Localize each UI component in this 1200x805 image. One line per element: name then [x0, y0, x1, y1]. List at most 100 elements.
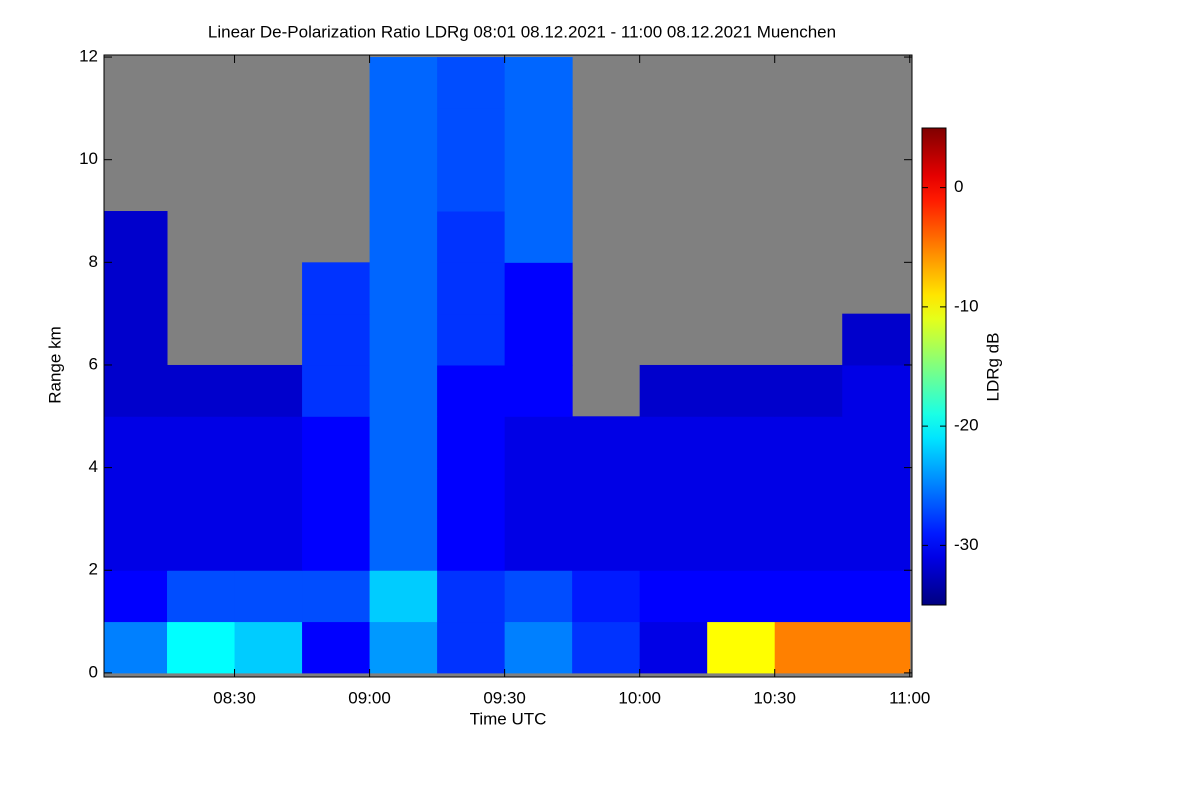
y-tick-label: 6	[89, 354, 98, 373]
heatmap-cell	[369, 313, 438, 366]
heatmap-cell	[234, 621, 303, 674]
heatmap-cell	[167, 416, 236, 469]
heatmap-cell	[639, 518, 708, 571]
heatmap-cell	[504, 621, 573, 674]
y-tick-label: 12	[79, 47, 98, 66]
heatmap-cell	[842, 467, 911, 520]
x-tick-label: 09:00	[348, 688, 391, 707]
heatmap-cell	[504, 518, 573, 571]
heatmap-cell	[104, 364, 168, 417]
heatmap-cell	[774, 621, 843, 674]
heatmap-cell	[369, 570, 438, 623]
colorbar-tick-label: -30	[954, 535, 979, 554]
heatmap-cell	[369, 364, 438, 417]
heatmap-cell	[504, 313, 573, 366]
colorbar-label: LDRg dB	[983, 333, 1002, 402]
heatmap-cell	[369, 467, 438, 520]
heatmap-cell	[437, 211, 506, 263]
heatmap-cell	[437, 518, 506, 571]
heatmap-cell	[774, 570, 843, 623]
y-tick-label: 0	[89, 662, 98, 681]
heatmap-cell	[302, 364, 371, 417]
heatmap-cell	[369, 108, 438, 161]
heatmap-cell	[437, 57, 506, 109]
heatmap-cell	[369, 621, 438, 674]
y-tick-label: 10	[79, 149, 98, 168]
heatmap-cell	[639, 416, 708, 469]
colorbar-tick-label: 0	[954, 177, 963, 196]
heatmap-cell	[234, 518, 303, 571]
heatmap-cell	[437, 262, 506, 315]
heatmap-cell	[504, 108, 573, 161]
heatmap-cell	[167, 467, 236, 520]
x-tick-label: 10:30	[753, 688, 796, 707]
heatmap-cell	[437, 467, 506, 520]
x-tick-label: 08:30	[213, 688, 256, 707]
chart-title: Linear De-Polarization Ratio LDRg 08:01 …	[208, 22, 836, 41]
heatmap-cell	[302, 467, 371, 520]
colorbar-tick-label: -20	[954, 416, 979, 435]
heatmap-cell	[774, 364, 843, 417]
heatmap-cell	[167, 621, 236, 674]
heatmap-cell	[302, 416, 371, 469]
heatmap-cell	[369, 518, 438, 571]
heatmap-cell	[369, 262, 438, 315]
heatmap-cell	[437, 621, 506, 674]
x-axis-label: Time UTC	[470, 709, 547, 728]
heatmap-cell	[639, 467, 708, 520]
y-tick-label: 8	[89, 252, 98, 271]
heatmap-cell	[639, 364, 708, 417]
heatmap-cell	[104, 211, 168, 263]
heatmap-cell	[774, 467, 843, 520]
heatmap-cell	[302, 621, 371, 674]
heatmap-cell	[437, 570, 506, 623]
heatmap-cell	[774, 518, 843, 571]
heatmap-cell	[104, 467, 168, 520]
heatmap-cell	[504, 364, 573, 417]
heatmap-cell	[707, 467, 776, 520]
heatmap-cell	[504, 262, 573, 315]
heatmap-cell	[842, 570, 911, 623]
heatmap-cell	[302, 518, 371, 571]
heatmap-cell	[504, 159, 573, 212]
heatmap-cell	[369, 159, 438, 212]
heatmap-cell	[437, 159, 506, 212]
heatmap-cell	[774, 416, 843, 469]
heatmap-cell	[572, 467, 641, 520]
heatmap-cell	[707, 518, 776, 571]
heatmap-cell	[234, 467, 303, 520]
heatmap-cell	[302, 313, 371, 366]
heatmap-cell	[104, 416, 168, 469]
heatmap-cell	[504, 211, 573, 263]
heatmap-cell	[437, 313, 506, 366]
heatmap-cell	[167, 364, 236, 417]
heatmap-cell	[572, 518, 641, 571]
heatmap-cell	[707, 364, 776, 417]
heatmap-cell	[437, 108, 506, 161]
heatmap-cell	[572, 416, 641, 469]
heatmap-cell	[104, 518, 168, 571]
heatmap-cell	[504, 570, 573, 623]
heatmap-cell	[504, 57, 573, 109]
heatmap-cell	[234, 364, 303, 417]
heatmap-cell	[437, 416, 506, 469]
heatmap-cell	[842, 518, 911, 571]
heatmap-cell	[639, 621, 708, 674]
heatmap-cell	[104, 262, 168, 315]
heatmap-cell	[572, 621, 641, 674]
heatmap-cell	[234, 416, 303, 469]
heatmap-cell	[572, 570, 641, 623]
heatmap-cell	[842, 416, 911, 469]
heatmap-cell	[707, 416, 776, 469]
y-tick-label: 2	[89, 560, 98, 579]
plot-frame	[103, 54, 913, 678]
heatmap-cell	[302, 570, 371, 623]
heatmap-cell	[104, 313, 168, 366]
heatmap-cell	[707, 570, 776, 623]
heatmap-cell	[842, 313, 911, 366]
y-tick-label: 4	[89, 457, 98, 476]
heatmap-cell	[167, 570, 236, 623]
heatmap-cell	[104, 621, 168, 674]
heatmap-cell	[707, 621, 776, 674]
